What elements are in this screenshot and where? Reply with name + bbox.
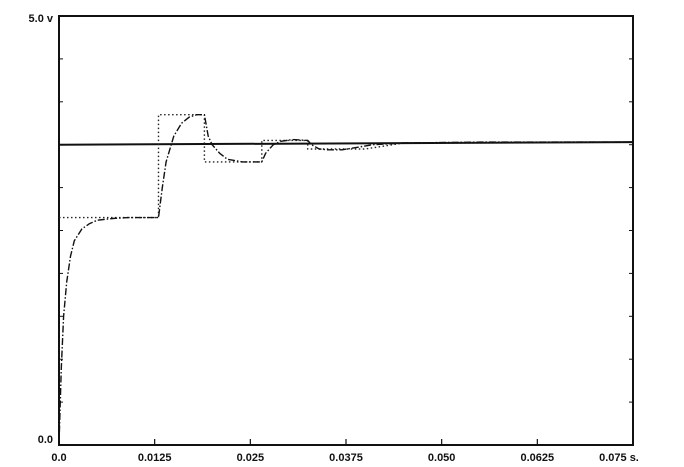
series-dotted-line bbox=[59, 113, 634, 219]
x-tick-label: 0.0125 bbox=[138, 452, 172, 464]
x-tick-label: 0.0625 bbox=[521, 452, 555, 464]
x-tick-label: 0.0375 bbox=[329, 452, 363, 464]
series-group bbox=[58, 113, 634, 446]
y-tick-label: 5.0 v bbox=[29, 13, 54, 25]
plot-frame bbox=[58, 15, 634, 446]
x-tick-label: 0.050 bbox=[428, 452, 456, 464]
tick-labels: 0.0 0.0125 0.025 0.0375 0.050 0.0625 0.075 s. 0… bbox=[29, 13, 639, 464]
x-tick-label: 0.0 bbox=[51, 452, 66, 464]
y-tick-label: 0.0 bbox=[38, 434, 53, 446]
x-tick-label: 0.075 s. bbox=[599, 452, 639, 464]
series-solid-thick-line bbox=[58, 141, 634, 146]
series-dash-dot-line bbox=[58, 113, 633, 446]
tick-marks bbox=[59, 58, 633, 445]
x-tick-label: 0.025 bbox=[237, 452, 265, 464]
